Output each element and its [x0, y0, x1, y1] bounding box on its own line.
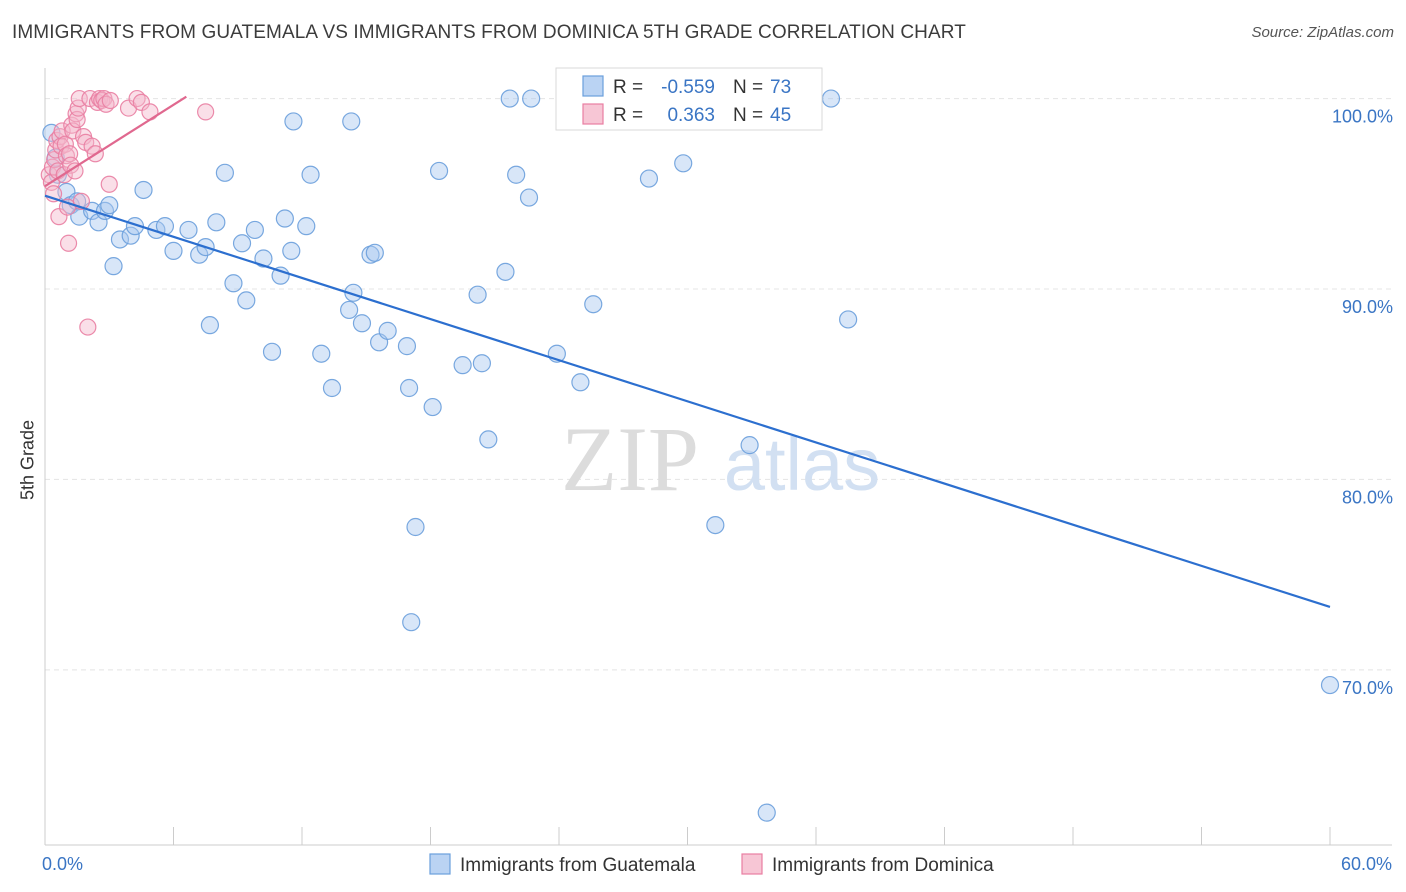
- y-tick-label: 70.0%: [1342, 678, 1393, 698]
- data-point: [224, 274, 243, 293]
- legend-bottom-swatch-pink: [741, 853, 763, 875]
- data-point: [207, 213, 226, 232]
- data-point: [312, 344, 331, 363]
- data-point: [179, 220, 198, 240]
- y-tick-label: 80.0%: [1342, 487, 1393, 507]
- series-dominica-points: [40, 89, 215, 336]
- trend-lines: [44, 95, 1331, 609]
- series-guatemala-points: [42, 89, 1340, 822]
- data-point: [297, 217, 316, 236]
- x-tick-label: 60.0%: [1341, 854, 1392, 874]
- axes: 100.0% 90.0% 80.0% 70.0% 0.0% 60.0%: [42, 68, 1393, 874]
- legend-bottom-label: Immigrants from Dominica: [772, 855, 994, 876]
- data-point: [340, 300, 359, 320]
- data-point: [522, 89, 541, 108]
- data-point: [284, 112, 303, 131]
- data-point: [134, 180, 153, 200]
- data-point: [352, 314, 372, 333]
- data-point: [423, 397, 442, 417]
- data-point: [1320, 675, 1340, 695]
- data-point: [519, 188, 539, 207]
- trend-line-blue: [44, 194, 1331, 609]
- data-point: [496, 262, 515, 281]
- data-point: [59, 234, 78, 252]
- watermark-atlas: atlas: [724, 423, 880, 506]
- data-point: [342, 112, 361, 131]
- data-point: [821, 89, 841, 108]
- x-tick-label: 0.0%: [42, 854, 83, 874]
- data-point: [282, 241, 301, 260]
- data-point: [262, 342, 282, 361]
- data-point: [453, 356, 472, 375]
- data-point: [121, 226, 140, 245]
- legend-n-value: 45: [770, 105, 791, 126]
- legend-n-label: N =: [733, 77, 763, 98]
- data-point: [706, 515, 725, 535]
- data-point: [254, 249, 273, 268]
- gridlines: [45, 98, 1392, 671]
- data-point: [232, 234, 252, 253]
- data-point: [468, 285, 487, 304]
- y-tick-label: 100.0%: [1332, 107, 1393, 127]
- data-point: [674, 154, 693, 173]
- legend-top: R = -0.559 N = 73 R = 0.363 N = 45: [555, 67, 823, 131]
- data-point: [101, 91, 119, 110]
- data-point: [507, 165, 526, 184]
- trend-line-pink: [44, 95, 187, 188]
- legend-r-value: 0.363: [667, 105, 715, 126]
- data-point: [164, 241, 183, 260]
- data-point: [378, 321, 397, 340]
- data-point: [365, 243, 384, 262]
- legend-bottom: Immigrants from Guatemala Immigrants from…: [429, 853, 994, 876]
- data-point: [132, 93, 150, 111]
- data-point: [839, 310, 858, 329]
- data-point: [397, 337, 417, 356]
- data-point: [141, 103, 159, 121]
- legend-n-label: N =: [733, 105, 763, 126]
- data-point: [104, 257, 123, 276]
- watermark-zip: ZIP: [561, 408, 699, 510]
- data-point: [500, 89, 519, 108]
- data-point: [472, 354, 491, 373]
- legend-bottom-swatch-blue: [429, 853, 451, 875]
- data-point: [79, 318, 97, 336]
- data-point: [215, 163, 234, 182]
- legend-r-value: -0.559: [661, 77, 715, 98]
- data-point: [100, 175, 118, 193]
- data-point: [100, 196, 119, 215]
- data-point: [110, 230, 130, 249]
- legend-n-value: 73: [770, 77, 791, 98]
- data-point: [402, 613, 421, 632]
- data-point: [50, 208, 68, 226]
- data-point: [245, 220, 264, 240]
- data-point: [406, 517, 425, 537]
- data-point: [200, 316, 220, 335]
- data-point: [301, 165, 320, 184]
- data-point: [639, 169, 659, 188]
- data-point: [237, 291, 256, 310]
- legend-swatch-blue: [582, 75, 604, 97]
- data-point: [66, 162, 84, 180]
- data-point: [190, 245, 209, 264]
- data-point: [584, 295, 603, 314]
- legend-r-label: R =: [613, 77, 643, 98]
- data-point: [740, 436, 759, 455]
- data-point: [197, 103, 215, 121]
- watermark: ZIP atlas: [561, 408, 880, 510]
- data-point: [147, 220, 166, 240]
- data-point: [275, 209, 294, 228]
- legend-bottom-label: Immigrants from Guatemala: [460, 855, 696, 876]
- source-note: Source: ZipAtlas.com: [1251, 24, 1394, 41]
- legend-r-label: R =: [613, 105, 643, 126]
- legend-swatch-pink: [582, 103, 604, 125]
- data-point: [479, 430, 498, 449]
- data-point: [322, 378, 342, 398]
- data-point: [429, 161, 449, 181]
- data-point: [399, 378, 419, 398]
- chart-title: IMMIGRANTS FROM GUATEMALA VS IMMIGRANTS …: [12, 22, 966, 43]
- data-point: [571, 373, 590, 392]
- data-point: [757, 803, 776, 822]
- y-tick-label: 90.0%: [1342, 297, 1393, 317]
